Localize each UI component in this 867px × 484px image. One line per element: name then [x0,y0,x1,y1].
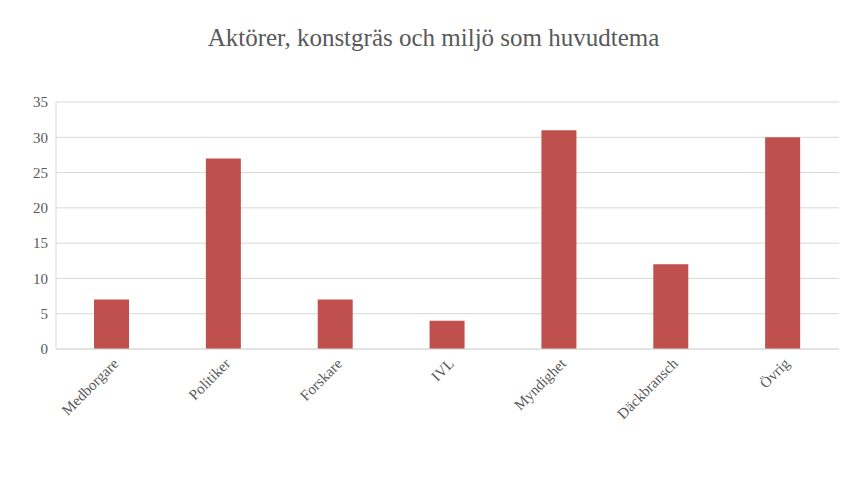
html-text:Aktörer, konstgräs och miljö s: Aktörer, konstgräs och miljö som huvudte… [207,24,660,51]
svg-text:0: 0 [41,341,49,357]
svg-text:5: 5 [41,306,49,322]
svg-text:20: 20 [33,200,48,216]
svg-text:Däckbransch: Däckbransch [614,355,681,422]
svg-text:25: 25 [33,165,48,181]
svg-text:Myndighet: Myndighet [511,355,569,413]
svg-text:Politiker: Politiker [186,355,234,403]
svg-text:Övrig: Övrig [757,355,793,391]
svg-text:Forskare: Forskare [297,355,346,404]
svg-text:15: 15 [33,235,48,251]
svg-text:10: 10 [33,271,48,287]
svg-text:IVL: IVL [428,355,457,384]
svg-text:35: 35 [33,94,48,110]
svg-text:30: 30 [33,130,48,146]
svg-text:Medborgare: Medborgare [59,355,122,418]
